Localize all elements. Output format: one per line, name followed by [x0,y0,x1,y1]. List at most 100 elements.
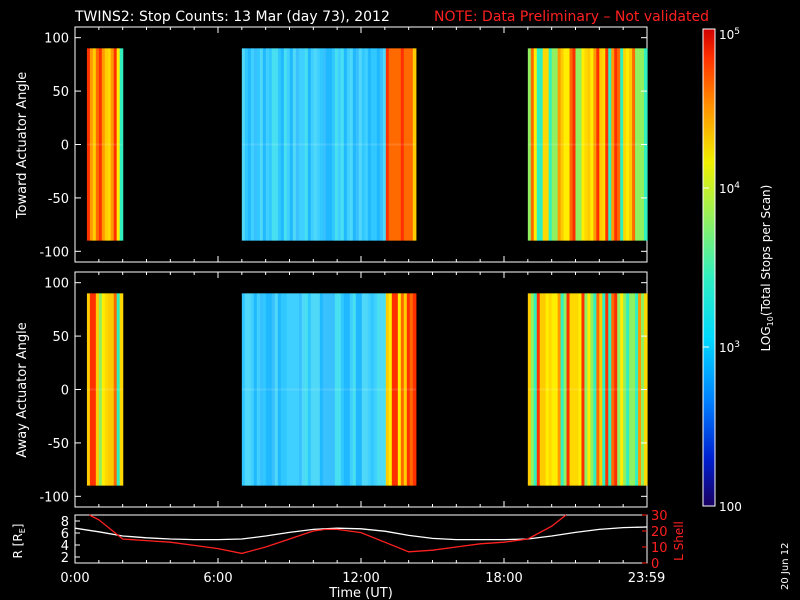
heatmap-cell [289,293,294,486]
heatmap-cell [283,293,288,486]
heatmap-cell [599,48,603,241]
time-tick-label: 12:00 [342,571,379,586]
heatmap-cell [265,48,270,241]
heatmap-cell [95,293,100,486]
heatmap-cell [244,48,249,241]
heatmap-cell [337,293,342,486]
heatmap-cell [104,293,109,486]
heatmap-cell [334,293,339,486]
heatmap-cell [623,48,627,241]
heatmap-cell [376,48,381,241]
r-tick-label: 8 [61,515,69,530]
heatmap-cell [569,293,574,486]
heatmap-cell [116,293,121,486]
heatmap-cell [110,48,115,241]
heatmap-cell [283,48,288,241]
heatmap-cell [599,293,603,486]
heatmap-cell [563,48,568,241]
heatmap-cell [533,293,538,486]
zero-angle-stripe [527,143,647,146]
heatmap-cell [400,48,405,241]
heatmap-cell [352,293,357,486]
heatmap-cell [298,48,303,241]
heatmap-cell [542,293,547,486]
heatmap-cell [548,48,553,241]
heatmap-cell [322,293,327,486]
heatmap-cell [593,293,597,486]
heatmap-cell [578,48,583,241]
heatmap-cell [551,293,556,486]
y-tick-label: -100 [39,490,69,505]
colorbar: 105 104 103 100 LOG10(Total Stops per Scan) [702,27,775,514]
heatmap-cell [620,48,624,241]
heatmap-cell [605,293,609,486]
y-tick-label: 100 [44,32,69,47]
heatmap-cell [391,293,396,486]
heatmap-cell [626,293,630,486]
heatmap-cell [325,293,330,486]
heatmap-cell [596,293,600,486]
heatmap-cell [271,48,276,241]
heatmap-cell [119,293,124,486]
time-tick-label: 0:00 [60,571,89,586]
y-tick-label: -100 [39,245,69,260]
r-distance-line [74,526,648,541]
r-tick-label: 2 [61,551,69,566]
heatmap-cell [542,48,547,241]
heatmap-cell [325,48,330,241]
heatmap-cell [361,48,366,241]
heatmap-cell [554,293,559,486]
heatmap-cell [394,48,399,241]
toward-y-axis-label: Toward Actuator Angle [15,72,30,219]
heatmap-cell [370,293,375,486]
data-block-2 [527,48,648,241]
heatmap-cell [587,48,591,241]
heatmap-cell [403,48,408,241]
heatmap-cell [98,48,103,241]
heatmap-cell [295,293,300,486]
date-stamp: 20 Jun 12 [780,543,791,590]
heatmap-cell [298,293,303,486]
heatmap-cell [581,48,586,241]
heatmap-cell [95,48,100,241]
away-y-ticks: 100 50 0 -50 -100 [39,272,648,507]
heatmap-cell [274,293,279,486]
heatmap-cell [367,293,372,486]
heatmap-cell [638,48,642,241]
heatmap-cell [247,293,252,486]
heatmap-cell [355,48,360,241]
heatmap-cell [536,293,541,486]
heatmap-cell [256,48,261,241]
heatmap-cell [629,293,633,486]
heatmap-cell [385,293,390,486]
heatmap-cell [409,48,414,241]
heatmap-cell [560,48,565,241]
heatmap-cell [340,48,345,241]
heatmap-cell [250,48,255,241]
heatmap-cell [101,48,106,241]
lshell-tick-label: 0 [651,557,659,572]
heatmap-cell [319,293,324,486]
heatmap-cell [635,293,639,486]
heatmap-cell [280,293,285,486]
heatmap-cell [590,293,594,486]
colorbar-tick-label: 105 [719,27,740,42]
heatmap-cell [632,293,636,486]
zero-angle-stripe [527,388,647,391]
heatmap-cell [358,293,363,486]
heatmap-cell [382,293,387,486]
heatmap-cell [608,48,612,241]
heatmap-cell [271,293,276,486]
heatmap-cell [602,293,606,486]
heatmap-cell [626,48,630,241]
colorbar-ticks: 105 104 103 100 [703,27,742,514]
time-tick-label: 23:59 [628,571,665,586]
heatmap-cell [373,48,378,241]
heatmap-cell [241,48,246,241]
heatmap-cell [557,293,562,486]
heatmap-cell [319,48,324,241]
heatmap-cell [277,48,282,241]
heatmap-cell [632,48,636,241]
